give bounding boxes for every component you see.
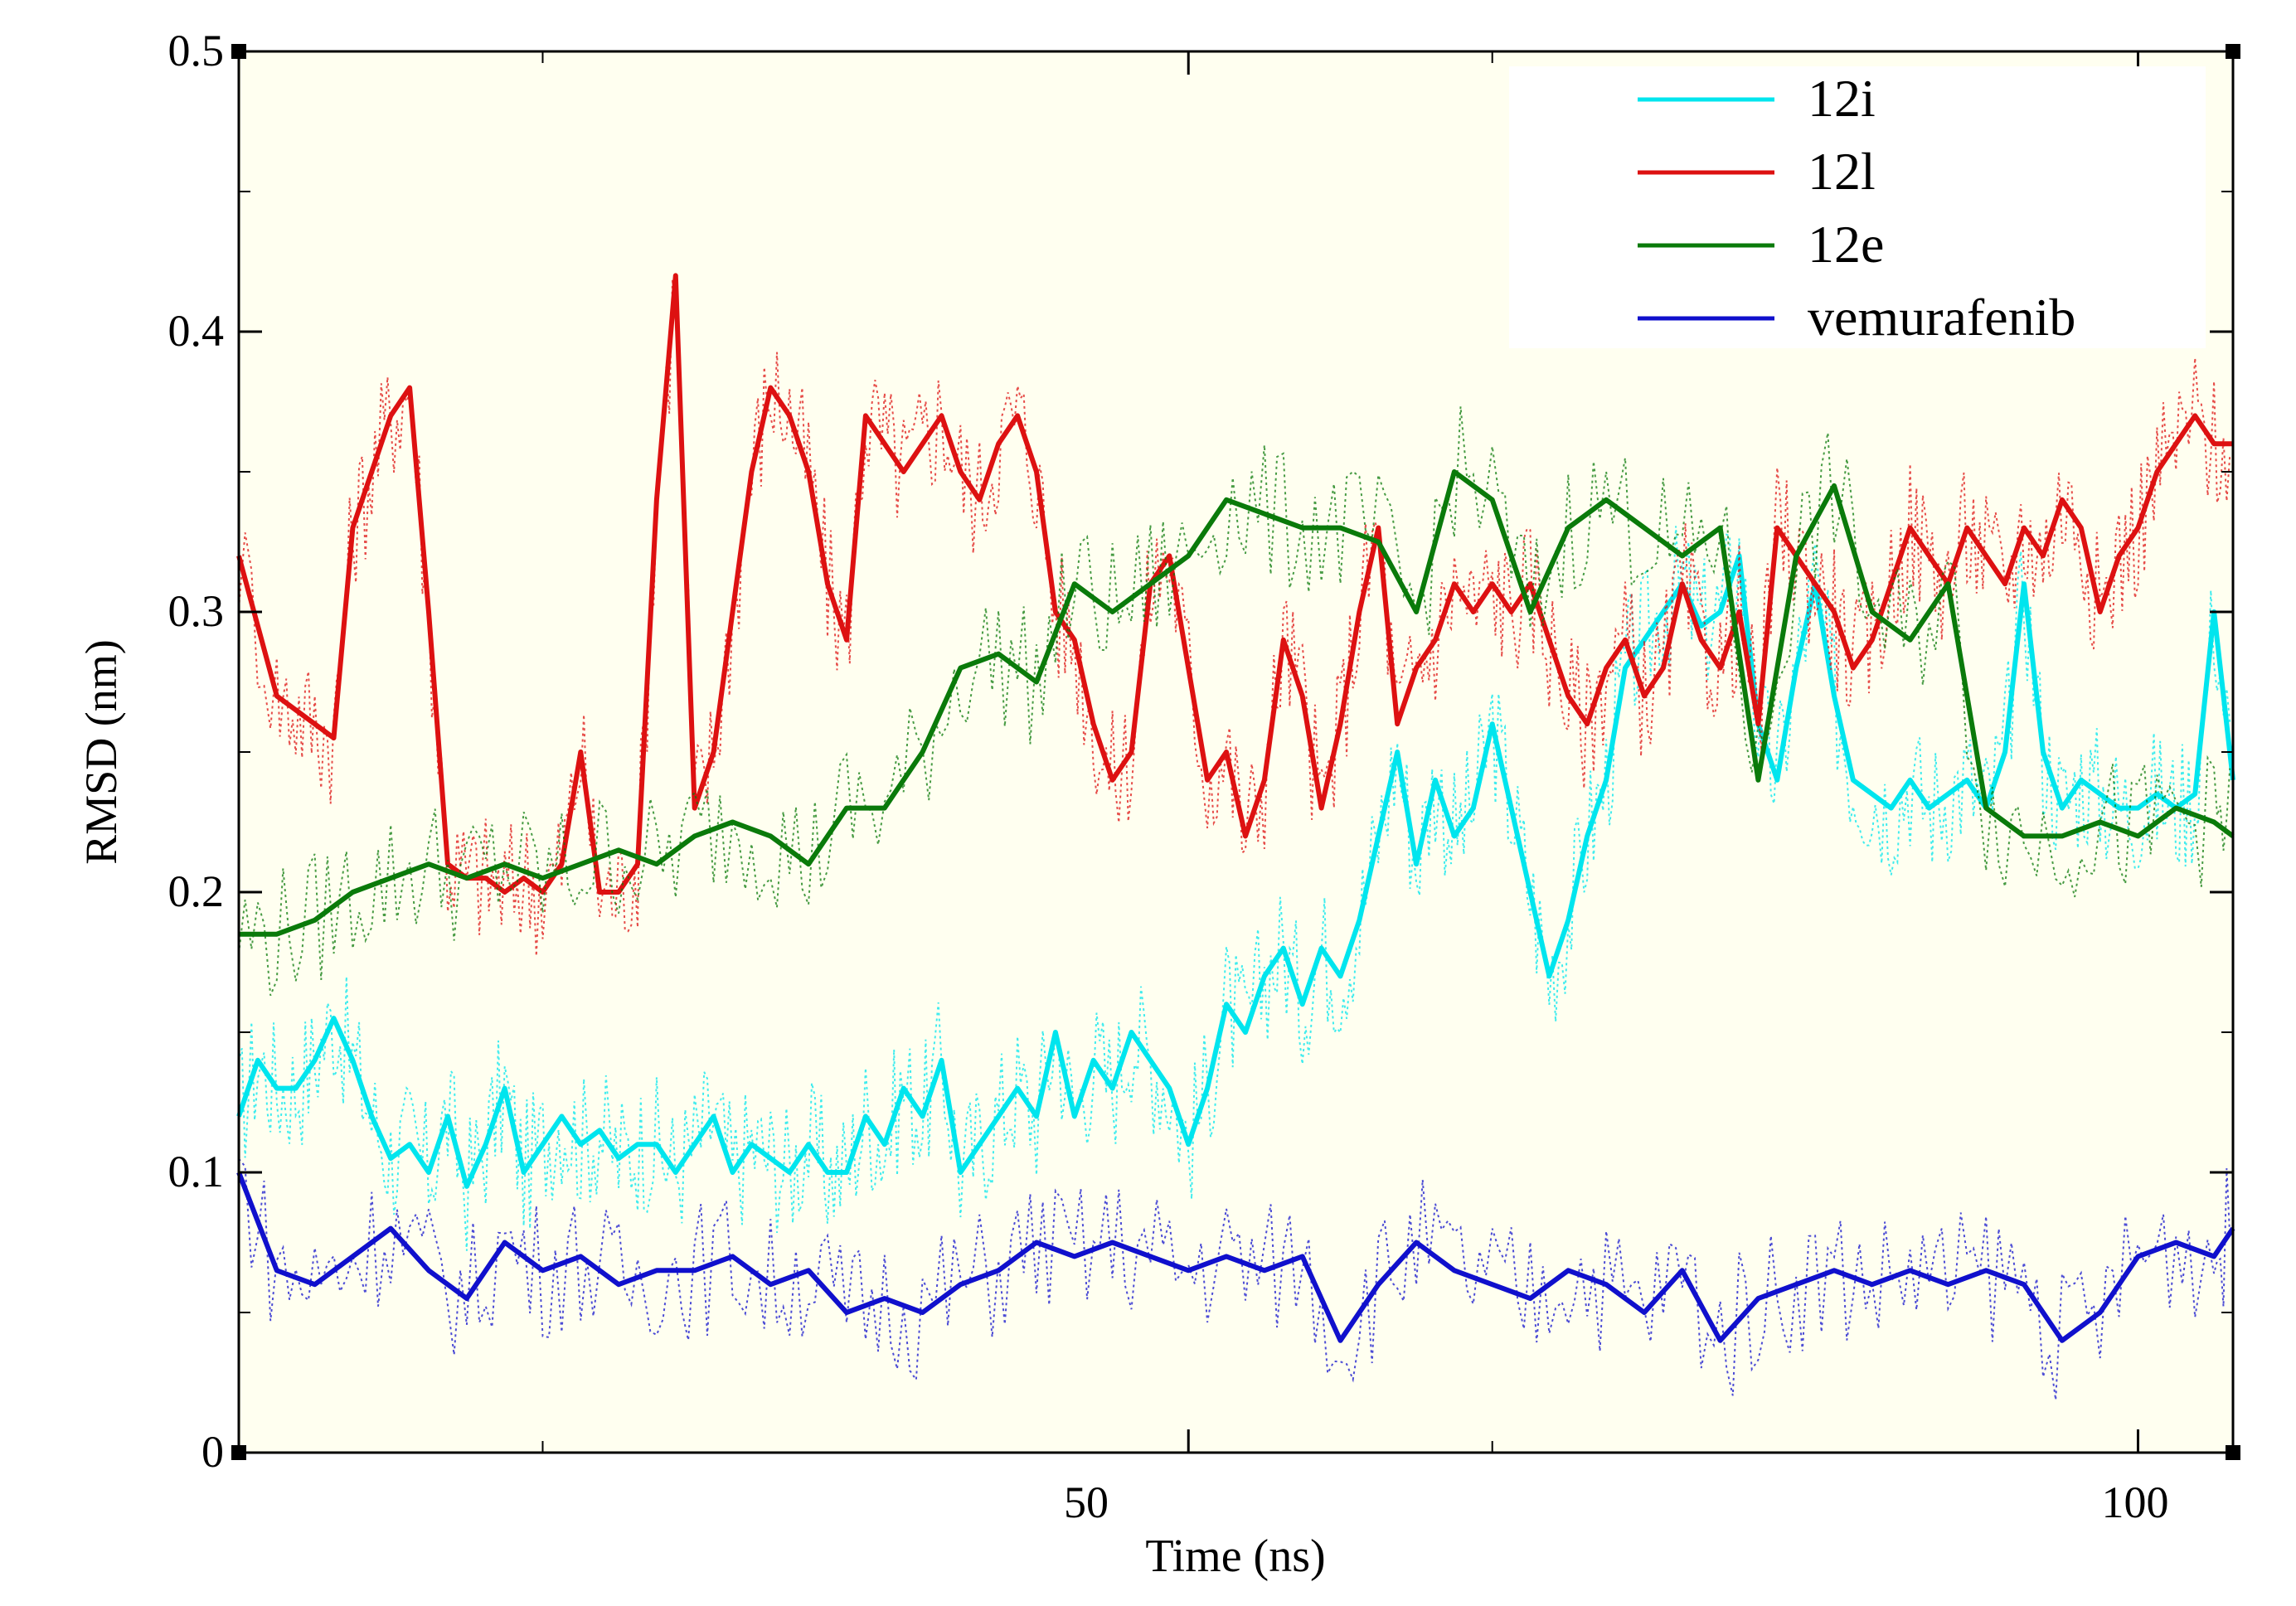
series-layer <box>236 273 2235 1400</box>
series-line-12l <box>236 273 2233 895</box>
series-raw-12l <box>238 279 2231 957</box>
series-raw-12i <box>238 526 2231 1251</box>
legend-label-12i: 12i <box>1808 69 1876 128</box>
x-axis-tick-labels: 50 100 <box>1064 1477 2169 1527</box>
y-axis-tick-labels: 0 0.1 0.2 0.3 0.4 0.5 <box>168 26 225 1477</box>
y-tick-label: 0.5 <box>168 26 225 75</box>
legend-label-vemurafenib: vemurafenib <box>1808 288 2075 347</box>
y-tick-label: 0.1 <box>168 1147 225 1196</box>
series-line-vemurafenib <box>236 1171 2235 1343</box>
legend-label-12l: 12l <box>1808 142 1876 201</box>
x-axis-label: Time (ns) <box>1145 1531 1325 1582</box>
series-line-12e <box>239 469 2235 937</box>
x-tick-label: 50 <box>1064 1477 1109 1527</box>
y-tick-label: 0 <box>201 1427 224 1477</box>
series-raw-12e <box>238 406 2231 997</box>
legend-box <box>1509 66 2206 348</box>
legend: 12i 12l 12e vemurafenib <box>1509 66 2206 348</box>
series-line-12i <box>236 553 2235 1189</box>
legend-label-12e: 12e <box>1808 215 1884 274</box>
y-tick-label: 0.3 <box>168 586 225 636</box>
y-tick-label: 0.2 <box>168 866 225 916</box>
y-tick-label: 0.4 <box>168 306 225 356</box>
x-tick-label: 100 <box>2102 1477 2169 1527</box>
y-axis-label: RMSD (nm) <box>76 639 126 865</box>
axis-ticks <box>239 50 2233 1454</box>
